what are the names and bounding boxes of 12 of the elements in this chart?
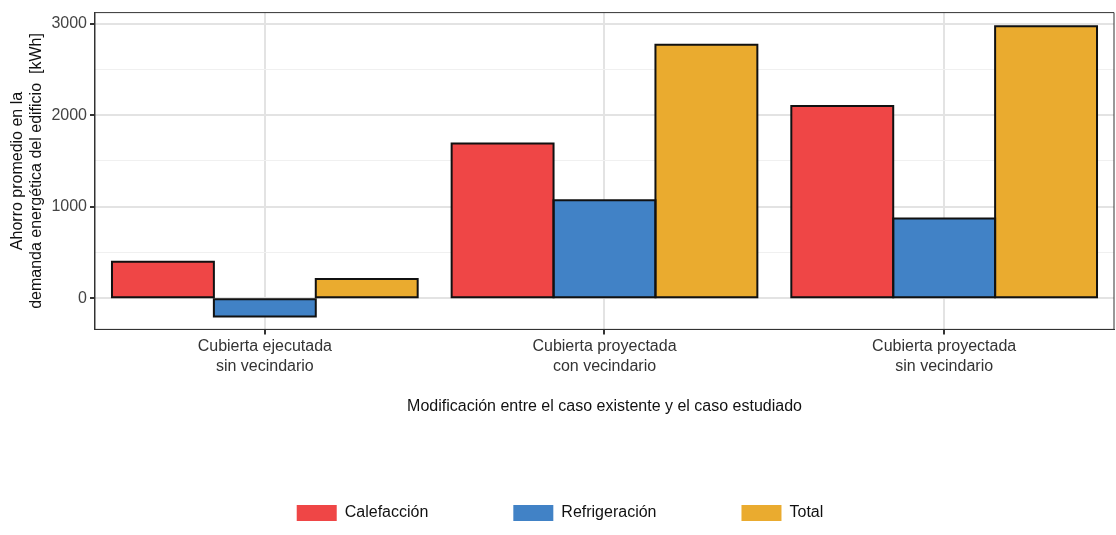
y-tick-label: 3000 bbox=[51, 13, 88, 31]
legend-label: Total bbox=[789, 503, 824, 521]
legend-label: Refrigeración bbox=[561, 503, 657, 521]
x-axis-title: Modificación entre el caso existente y el caso estudiado bbox=[407, 396, 803, 414]
y-tick-label: 1000 bbox=[51, 197, 88, 215]
y-tick-label: 2000 bbox=[51, 105, 88, 123]
x-tick-label: Cubierta ejecutada sin vecindario bbox=[197, 337, 333, 374]
x-tick-label: Cubierta proyectada sin vecindario bbox=[872, 337, 1017, 374]
x-tick-label: Cubierta proyectada con vecindario bbox=[532, 337, 677, 374]
legend-label: Calefacción bbox=[344, 503, 429, 521]
y-tick-label: 0 bbox=[78, 288, 88, 306]
y-axis-title: Ahorro promedio en la demanda energética del edificio [kWh] bbox=[8, 33, 45, 309]
